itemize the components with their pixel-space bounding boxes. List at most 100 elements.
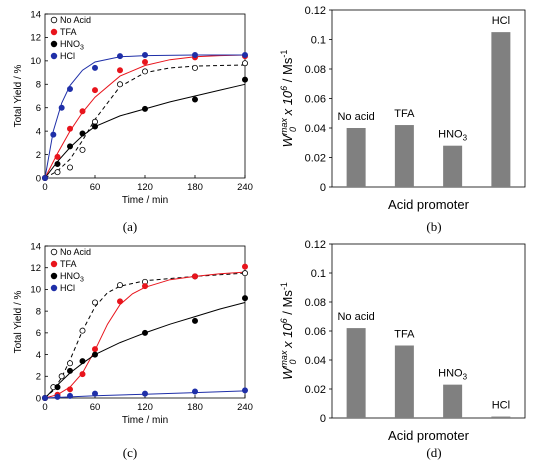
ylabel-end: / Ms: [280, 57, 295, 86]
legend-label: TFA: [60, 27, 77, 37]
y-tick-label: 0.1: [311, 268, 326, 280]
x-tick-label: 0: [42, 182, 47, 193]
y-tick-label: 12: [30, 33, 41, 44]
legend-label: No Acid: [60, 247, 91, 257]
bar-category-main: HCl: [492, 400, 510, 412]
ylabel-main: W: [280, 133, 295, 147]
x-tick-label: 120: [137, 182, 153, 193]
bar-category-main: No acid: [337, 311, 374, 323]
y-tick-label: 0.08: [305, 64, 326, 76]
data-point: [92, 351, 99, 358]
ylabel-sup3: -1: [279, 282, 289, 290]
data-point: [79, 371, 86, 378]
x-axis-label: Acid promoter: [388, 197, 470, 212]
y-tick-label: 0.02: [305, 384, 326, 396]
data-point: [54, 160, 61, 167]
x-tick-label: 180: [187, 402, 203, 413]
bar-category-label: HCl: [492, 15, 510, 27]
legend-label: No Acid: [60, 15, 91, 25]
legend-marker: [50, 52, 58, 60]
data-point: [92, 390, 99, 397]
data-point: [67, 360, 74, 367]
rate-chart-1: 0 0.02 0.04 0.06 0.08 0.1 0.12 No acid TFA HNO3 HC…: [279, 5, 526, 212]
data-point: [67, 164, 74, 171]
bar-category-label: TFA: [394, 329, 415, 341]
bar: [443, 145, 463, 187]
data-point: [54, 153, 61, 160]
bar-category-main: TFA: [394, 108, 415, 120]
x-tick-label: 60: [90, 402, 101, 413]
data-point: [58, 373, 65, 380]
data-point: [92, 64, 99, 71]
ylabel-sup2: 6: [279, 86, 289, 91]
legend-marker: [50, 260, 58, 268]
series-fit-line: [44, 302, 246, 399]
legend-label-main: HNO: [60, 39, 80, 49]
x-tick-label: 60: [90, 182, 101, 193]
bar-category-label: No acid: [337, 311, 374, 323]
y-tick-label: 0: [320, 182, 326, 194]
legend-label-main: HNO: [60, 271, 80, 281]
bar-category-main: HNO: [438, 368, 463, 380]
y-tick-label: 0.06: [305, 94, 326, 106]
y-tick-label: 0.12: [305, 239, 326, 251]
data-point: [241, 387, 248, 394]
y-tick-label: 0.08: [305, 297, 326, 309]
y-tick-label: 0.1: [311, 35, 326, 47]
data-point: [241, 52, 248, 59]
y-tick-label: 0.04: [305, 355, 326, 367]
data-point: [54, 384, 61, 391]
y-tick-label: 6: [36, 328, 41, 339]
bar-category-label: TFA: [394, 108, 415, 120]
data-point: [67, 125, 74, 132]
series-fit-line: [44, 64, 246, 179]
legend-marker: [50, 40, 58, 48]
series-fit-line: [44, 272, 246, 399]
bar-category-main: TFA: [394, 329, 415, 341]
bar-category-label: HNO3: [438, 368, 467, 382]
ylabel-sup2: 6: [279, 318, 289, 323]
y-axis-label: Total Yield / %: [13, 290, 24, 353]
y-tick-label: 0.02: [305, 153, 326, 165]
bar: [394, 125, 414, 187]
legend-marker: [50, 272, 58, 280]
data-point: [67, 386, 74, 393]
legend-label-sub: 3: [80, 277, 84, 284]
data-point: [141, 105, 148, 112]
bar: [394, 345, 414, 418]
data-point: [67, 367, 74, 374]
data-point: [117, 81, 124, 88]
ylabel-sup: max: [279, 118, 289, 136]
y-tick-label: 2: [36, 372, 41, 383]
data-point: [117, 298, 124, 305]
bar-category-sub: 3: [463, 373, 468, 382]
bar-category-label: HCl: [492, 400, 510, 412]
bar: [346, 128, 366, 187]
data-point: [141, 68, 148, 75]
bar: [491, 416, 511, 418]
legend-marker: [50, 284, 58, 292]
ylabel-end: / Ms: [280, 290, 295, 319]
series-fit-line: [44, 83, 246, 179]
series-fit-line: [44, 54, 246, 179]
data-point: [92, 346, 99, 353]
data-point: [79, 327, 86, 334]
data-point: [67, 85, 74, 92]
rate-chart-3: 0 0.02 0.04 0.06 0.08 0.1 0.12 No acid TFA HNO3 HC…: [279, 239, 526, 443]
bar-category-label: HNO3: [438, 129, 467, 143]
y-tick-label: 0.12: [305, 5, 326, 17]
data-point: [50, 131, 57, 138]
y-tick-label: 0: [36, 173, 41, 184]
data-point: [54, 169, 61, 176]
data-point: [141, 52, 148, 59]
data-point: [79, 108, 86, 115]
data-point: [241, 270, 248, 277]
data-point: [241, 60, 248, 67]
data-point: [42, 394, 49, 401]
bar: [491, 32, 511, 187]
y-tick-label: 0: [320, 413, 326, 425]
y-tick-label: 8: [36, 80, 41, 91]
x-tick-label: 240: [237, 402, 253, 413]
data-point: [92, 87, 99, 94]
ylabel-main: W: [280, 366, 295, 380]
